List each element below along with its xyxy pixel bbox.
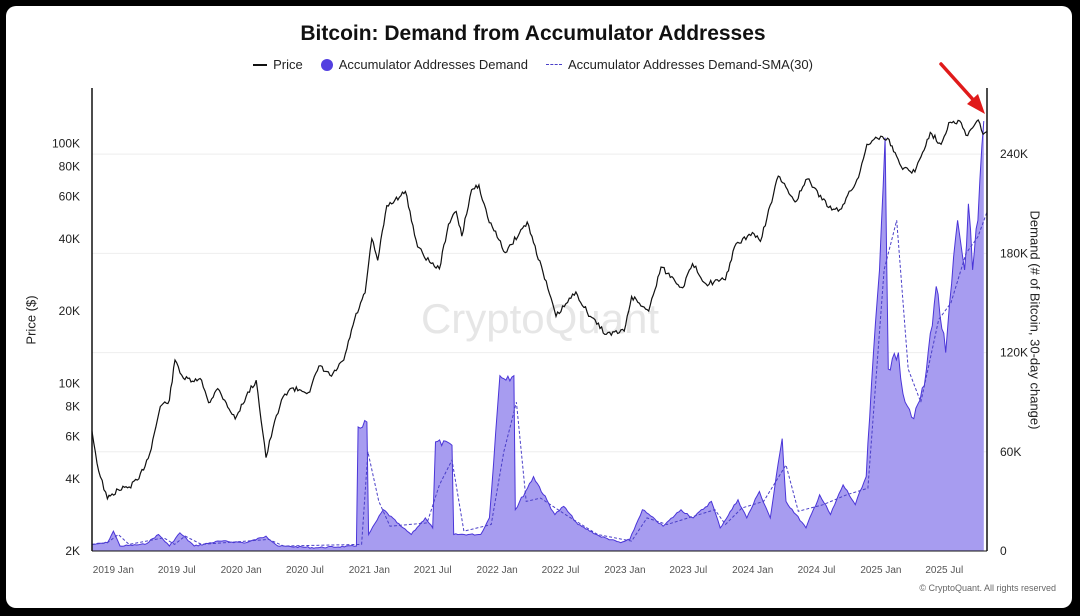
copyright-footer: © CryptoQuant. All rights reserved bbox=[919, 583, 1056, 593]
x-tick-label: 2020 Jul bbox=[286, 565, 324, 576]
price-line bbox=[91, 119, 988, 501]
y-left-tick-label: 2K bbox=[65, 544, 80, 558]
x-tick-label: 2025 Jul bbox=[925, 565, 963, 576]
y-right-tick-label: 0 bbox=[1000, 544, 1007, 558]
chart-legend: Price Accumulator Addresses Demand Accum… bbox=[0, 57, 1066, 72]
watermark: CryptoQuant bbox=[421, 295, 659, 342]
legend-label-demand: Accumulator Addresses Demand bbox=[338, 57, 528, 72]
annotation-arrow-shaft bbox=[939, 62, 979, 106]
y-left-tick-label: 100K bbox=[52, 136, 80, 150]
legend-label-sma: Accumulator Addresses Demand-SMA(30) bbox=[568, 57, 813, 72]
legend-item-sma[interactable]: Accumulator Addresses Demand-SMA(30) bbox=[546, 57, 813, 72]
y-left-tick-label: 8K bbox=[65, 400, 80, 414]
y-right-tick-label: 180K bbox=[1000, 246, 1028, 260]
x-tick-label: 2021 Jan bbox=[349, 565, 390, 576]
y-left-tick-label: 40K bbox=[59, 232, 80, 246]
x-tick-label: 2025 Jan bbox=[860, 565, 901, 576]
x-tick-label: 2019 Jul bbox=[158, 565, 196, 576]
demand-line bbox=[91, 121, 985, 549]
chart-title: Bitcoin: Demand from Accumulator Address… bbox=[300, 22, 766, 45]
y-left-tick-label: 4K bbox=[65, 472, 80, 486]
x-tick-label: 2022 Jan bbox=[477, 565, 518, 576]
x-tick-label: 2022 Jul bbox=[542, 565, 580, 576]
y-right-tick-label: 240K bbox=[1000, 147, 1028, 161]
x-tick-label: 2024 Jul bbox=[798, 565, 836, 576]
x-tick-label: 2020 Jan bbox=[221, 565, 262, 576]
x-tick-label: 2021 Jul bbox=[414, 565, 452, 576]
y-left-tick-label: 80K bbox=[59, 160, 80, 174]
x-tick-label: 2019 Jan bbox=[93, 565, 134, 576]
y-left-tick-label: 60K bbox=[59, 190, 80, 204]
annotation-arrow-head bbox=[967, 94, 985, 114]
legend-item-demand[interactable]: Accumulator Addresses Demand bbox=[320, 57, 528, 72]
y-left-tick-label: 6K bbox=[65, 430, 80, 444]
legend-dot-swatch bbox=[320, 58, 333, 71]
y-right-tick-label: 120K bbox=[1000, 346, 1028, 360]
legend-item-price[interactable]: Price bbox=[253, 57, 303, 72]
legend-dash-swatch bbox=[546, 64, 562, 65]
x-tick-label: 2024 Jan bbox=[732, 565, 773, 576]
x-tick-label: 2023 Jan bbox=[604, 565, 645, 576]
legend-line-swatch bbox=[253, 63, 268, 66]
y-right-tick-label: 60K bbox=[1000, 445, 1021, 459]
y-left-tick-label: 20K bbox=[59, 304, 80, 318]
x-tick-label: 2023 Jul bbox=[669, 565, 707, 576]
demand-area bbox=[92, 121, 984, 551]
sma-line bbox=[91, 211, 988, 547]
y-left-tick-label: 10K bbox=[59, 376, 80, 390]
legend-label-price: Price bbox=[273, 57, 303, 72]
